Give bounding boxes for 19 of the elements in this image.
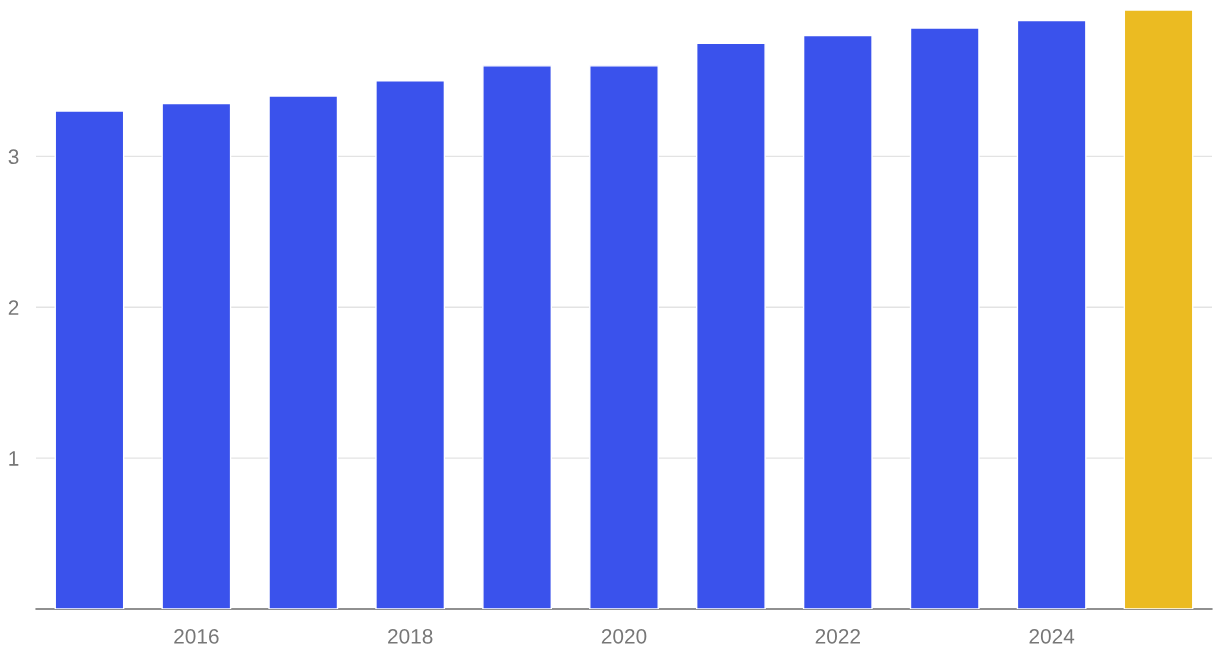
bar [268, 95, 339, 609]
x-tick-label: 2020 [601, 628, 647, 644]
bar [482, 65, 552, 609]
bar [1016, 19, 1087, 609]
x-tick-label: 2022 [815, 628, 860, 644]
y-tick-label: 3 [8, 149, 19, 165]
x-tick-label: 2024 [1029, 628, 1075, 644]
bar [54, 110, 125, 609]
bar [161, 102, 232, 609]
bar [1123, 10, 1194, 609]
bar [696, 42, 766, 609]
bar [802, 34, 873, 609]
bar [909, 27, 980, 609]
y-tick-label: 1 [9, 451, 19, 466]
x-tick-label: 2016 [174, 628, 219, 644]
bar [375, 80, 446, 609]
bar [589, 65, 659, 609]
x-tick-label: 2018 [388, 628, 433, 644]
y-tick-label: 2 [8, 300, 19, 315]
